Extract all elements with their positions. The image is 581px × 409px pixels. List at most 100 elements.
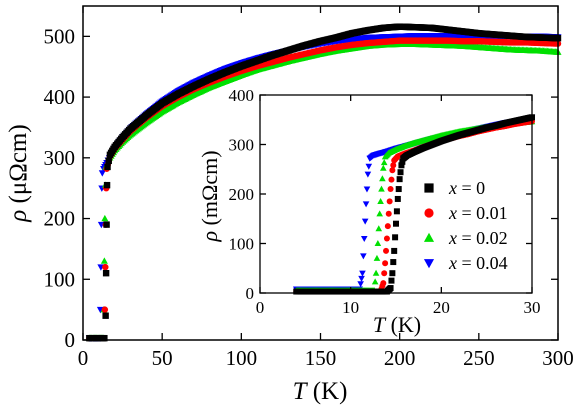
inset-point-x0 xyxy=(390,259,397,266)
inset-y-tick-label: 400 xyxy=(229,86,255,105)
main-x-tick-label: 0 xyxy=(78,346,89,370)
legend-label-x004: x = 0.04 xyxy=(448,253,508,273)
main-point-x0 xyxy=(102,312,109,319)
legend-marker-x002 xyxy=(423,232,435,242)
inset-point-x0 xyxy=(395,186,402,193)
inset-x-tick-label: 30 xyxy=(524,298,541,317)
legend-var-x001: x xyxy=(448,203,457,223)
inset-point-x0 xyxy=(389,270,396,277)
main-y-tick-label: 200 xyxy=(44,207,76,231)
inset-x-tick-label: 20 xyxy=(433,298,450,317)
main-y-axis-unit: (μΩcm) xyxy=(5,124,32,209)
legend-label-x001: x = 0.01 xyxy=(448,203,508,223)
inset-point-x002 xyxy=(380,159,388,166)
legend-val-x0: = 0 xyxy=(457,178,485,198)
inset-point-x004 xyxy=(360,236,368,242)
legend-item-x0: x = 0 xyxy=(424,178,485,198)
legend-item-x001: x = 0.01 xyxy=(424,203,508,223)
inset-point-x0 xyxy=(393,220,399,227)
inset-point-x004 xyxy=(359,270,366,277)
main-point-x0 xyxy=(105,157,112,165)
inset-point-x002 xyxy=(373,254,381,261)
main-point-x0 xyxy=(103,181,111,189)
inset-point-x0 xyxy=(394,195,401,202)
inset-point-x002 xyxy=(376,210,383,217)
inset-point-x001 xyxy=(384,223,391,230)
legend-label-x002: x = 0.02 xyxy=(448,228,508,248)
inset-point-x002 xyxy=(375,225,383,232)
inset-point-x001 xyxy=(386,198,393,205)
main-y-tick-label: 100 xyxy=(44,267,76,291)
inset-point-x001 xyxy=(382,260,389,267)
main-x-tick-label: 200 xyxy=(384,346,416,370)
inset-y-axis-symbol: ρ xyxy=(197,231,222,243)
inset-point-x002 xyxy=(379,175,386,182)
legend-marker-x0 xyxy=(424,183,434,193)
inset-point-x002 xyxy=(374,240,382,247)
main-point-x0 xyxy=(101,334,108,342)
inset-point-x001 xyxy=(380,280,387,287)
main-y-axis-label: ρ (μΩcm) xyxy=(5,124,32,222)
inset-y-tick-label: 0 xyxy=(246,284,255,303)
inset-point-x004 xyxy=(363,186,371,193)
inset-point-x001 xyxy=(389,167,396,174)
inset-data-marks xyxy=(292,114,536,295)
inset-point-x004 xyxy=(361,218,369,225)
inset-point-x0 xyxy=(396,176,403,183)
main-x-axis-unit: (K) xyxy=(306,378,347,405)
inset-point-x001 xyxy=(385,210,392,217)
inset-x-tick-label: 10 xyxy=(342,298,359,317)
main-x-tick-label: 100 xyxy=(226,346,258,370)
inset-point-x0 xyxy=(392,234,399,241)
main-point-x0 xyxy=(103,221,110,228)
legend-var-x002: x xyxy=(448,228,457,248)
inset-y-axis-label: ρ (mΩcm) xyxy=(197,150,222,242)
inset-point-x002 xyxy=(380,164,387,171)
inset-point-x001 xyxy=(388,176,395,183)
inset-point-x004 xyxy=(362,201,370,208)
inset-x-tick-label: 0 xyxy=(256,298,265,317)
inset-point-x0 xyxy=(398,162,405,169)
inset-point-x004 xyxy=(364,171,372,178)
inset-point-x002 xyxy=(371,278,379,285)
legend-val-x001: = 0.01 xyxy=(457,203,508,223)
main-point-x001 xyxy=(102,263,109,271)
main-point-x002 xyxy=(100,257,108,264)
main-point-x0 xyxy=(102,270,110,277)
legend-marker-x004 xyxy=(423,259,435,269)
inset-point-x001 xyxy=(387,186,394,193)
inset-y-tick-label: 200 xyxy=(229,185,255,204)
inset-point-x001 xyxy=(381,270,388,277)
main-y-tick-label: 400 xyxy=(44,85,76,109)
inset-y-tick-label: 100 xyxy=(229,235,255,254)
legend-item-x002: x = 0.02 xyxy=(423,228,508,248)
inset-point-x002 xyxy=(372,269,380,276)
inset-x-axis-label: T (K) xyxy=(373,312,421,337)
main-data-marks xyxy=(85,23,562,342)
legend-val-x002: = 0.02 xyxy=(457,228,508,248)
inset-point-x002 xyxy=(378,185,385,192)
main-x-tick-label: 250 xyxy=(463,346,495,370)
inset-legend: x = 0x = 0.01x = 0.02x = 0.04 xyxy=(423,178,508,273)
main-point-x004 xyxy=(98,170,106,177)
inset-point-x004 xyxy=(360,253,367,260)
inset-point-x001 xyxy=(390,162,397,169)
inset-series-x0 xyxy=(293,114,535,295)
inset-point-x0 xyxy=(391,247,398,254)
inset-x-axis-unit: (K) xyxy=(385,312,421,337)
inset-point-x001 xyxy=(383,235,390,242)
legend-label-x0: x = 0 xyxy=(448,178,485,198)
inset-point-x004 xyxy=(365,163,373,170)
inset-point-x0 xyxy=(399,158,406,165)
main-series-x001 xyxy=(86,37,562,342)
legend-val-x004: = 0.04 xyxy=(457,253,508,273)
main-x-axis-label: T (K) xyxy=(293,378,348,405)
main-y-tick-label: 0 xyxy=(65,328,76,352)
main-series-x0 xyxy=(86,23,562,342)
main-y-tick-label: 300 xyxy=(44,146,76,170)
main-point-x001 xyxy=(101,306,109,313)
